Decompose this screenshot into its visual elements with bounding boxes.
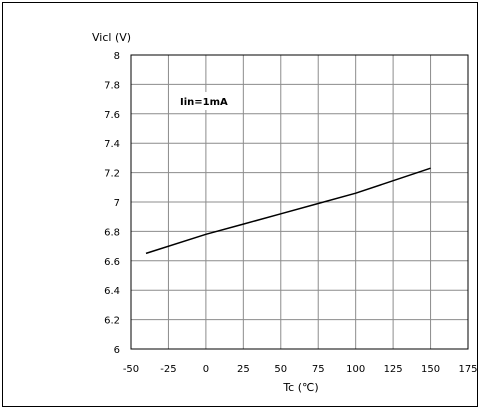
x-tick-label: 175 bbox=[458, 364, 477, 375]
y-axis-label: Vicl (V) bbox=[92, 31, 131, 44]
y-tick-label: 7.6 bbox=[104, 110, 120, 121]
y-tick-label: 8 bbox=[114, 51, 120, 62]
y-tick-label: 6 bbox=[114, 345, 120, 356]
plot-area bbox=[130, 54, 469, 350]
y-tick-label: 7.8 bbox=[104, 80, 120, 91]
y-tick-label: 6.2 bbox=[104, 316, 120, 327]
x-tick-label: 100 bbox=[346, 364, 365, 375]
chart-frame bbox=[2, 2, 478, 407]
x-tick-label: -25 bbox=[160, 364, 176, 375]
x-tick-label: 125 bbox=[384, 364, 403, 375]
x-tick-label: 75 bbox=[312, 364, 325, 375]
y-tick-label: 6.4 bbox=[104, 286, 120, 297]
annotation-text: Iin=1mA bbox=[180, 97, 228, 108]
annotation-box bbox=[176, 92, 242, 110]
x-tick-label: -50 bbox=[123, 364, 139, 375]
series-group bbox=[145, 167, 431, 255]
x-tick-label: 25 bbox=[237, 364, 250, 375]
y-tick-labels: 6 6.2 6.4 6.6 6.8 7 7.2 7.4 7.6 7.8 8 bbox=[104, 51, 120, 356]
x-axis-label: Tc (℃) bbox=[282, 381, 318, 394]
y-tick-label: 7.2 bbox=[104, 169, 120, 180]
y-tick-label: 7 bbox=[114, 198, 120, 209]
x-tick-label: 0 bbox=[203, 364, 209, 375]
y-tick-label: 6.8 bbox=[104, 227, 120, 238]
x-tick-label: 150 bbox=[421, 364, 440, 375]
y-tick-label: 6.6 bbox=[104, 257, 120, 268]
x-tick-labels: -50 -25 0 25 50 75 100 125 150 175 bbox=[123, 364, 478, 375]
x-tick-label: 50 bbox=[274, 364, 287, 375]
y-tick-label: 7.4 bbox=[104, 139, 120, 150]
series-line bbox=[145, 167, 431, 255]
